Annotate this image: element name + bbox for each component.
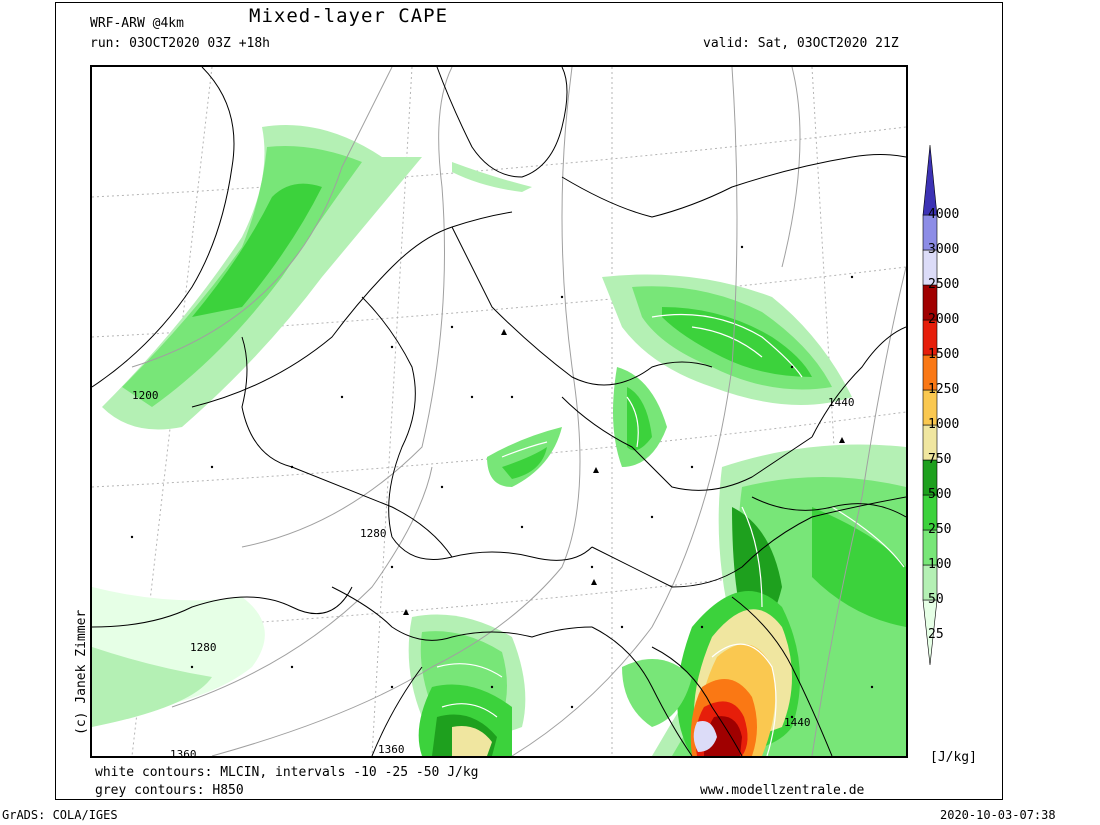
colorbar-label: 25 <box>928 627 944 642</box>
white-contours-note: white contours: MLCIN, intervals -10 -25… <box>95 765 479 780</box>
website-link[interactable]: www.modellzentrale.de <box>700 783 865 798</box>
colorbar-label: 4000 <box>928 207 960 222</box>
contour-label: 1280 <box>190 641 217 654</box>
contour-label: 1200 <box>132 389 159 402</box>
run-label: run: 03OCT2020 03Z +18h <box>90 36 271 51</box>
colorbar-label: 50 <box>928 592 944 607</box>
contour-label: 1280 <box>360 527 387 540</box>
colorbar-label: 250 <box>928 522 952 537</box>
unit-label: [J/kg] <box>930 750 977 765</box>
cape-shading <box>92 125 906 756</box>
figure-frame <box>55 2 1003 800</box>
contour-label: 1360 <box>378 743 405 756</box>
colorbar-label: 2000 <box>928 312 960 327</box>
colorbar <box>921 140 961 680</box>
colorbar-label: 500 <box>928 487 952 502</box>
contour-label: 1440 <box>784 716 811 729</box>
colorbar-label: 2500 <box>928 277 960 292</box>
cape-map: 1200 1280 1280 1360 1360 1440 1440 <box>90 65 908 758</box>
colorbar-label: 3000 <box>928 242 960 257</box>
model-label: WRF-ARW @4km <box>90 16 184 31</box>
colorbar-bin <box>922 144 938 216</box>
map-canvas: 1200 1280 1280 1360 1360 1440 1440 <box>92 67 906 756</box>
contour-label: 1360 <box>170 748 197 756</box>
colorbar-label: 750 <box>928 452 952 467</box>
colorbar-svg <box>922 144 938 666</box>
grey-contours-note: grey contours: H850 <box>95 783 244 798</box>
mlcin-contours <box>436 313 905 756</box>
author-credit: (c) Janek Zimmer <box>74 609 89 735</box>
colorbar-label: 1500 <box>928 347 960 362</box>
h850-contours <box>131 67 906 756</box>
valid-label: valid: Sat, 03OCT2020 21Z <box>703 36 899 51</box>
coastlines-borders <box>92 67 906 756</box>
contour-labels: 1200 1280 1280 1360 1360 1440 1440 <box>132 389 855 756</box>
colorbar-label: 100 <box>928 557 952 572</box>
map-title: Mixed-layer CAPE <box>249 5 449 27</box>
grads-label: GrADS: COLA/IGES <box>2 808 118 822</box>
colorbar-label: 1250 <box>928 382 960 397</box>
contour-label: 1440 <box>828 396 855 409</box>
colorbar-label: 1000 <box>928 417 960 432</box>
city-markers <box>130 245 874 719</box>
timestamp: 2020-10-03-07:38 <box>940 808 1056 822</box>
